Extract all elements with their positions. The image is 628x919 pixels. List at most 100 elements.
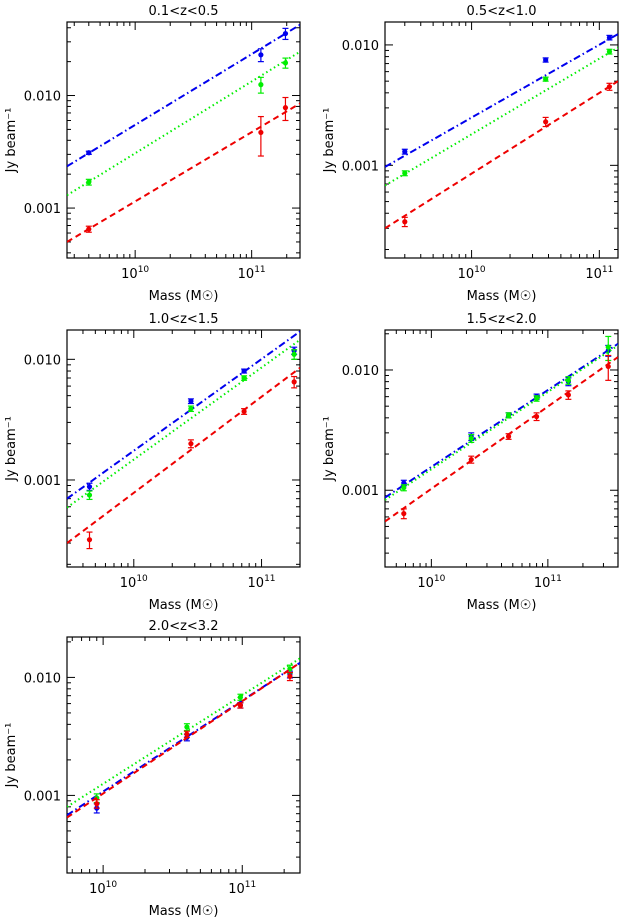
x-tick-label: 1010	[121, 265, 149, 282]
series-2	[385, 335, 618, 501]
data-point	[237, 702, 244, 708]
series-2	[67, 657, 300, 808]
data-point	[258, 129, 264, 136]
x-tick-label: 1011	[248, 574, 276, 591]
series-3	[385, 354, 618, 523]
data-point	[565, 377, 571, 383]
fit-line	[67, 23, 300, 168]
data-point	[606, 84, 613, 90]
x-tick-label: 1010	[89, 880, 117, 897]
data-point	[237, 694, 244, 700]
data-point	[258, 52, 264, 58]
fit-line	[67, 661, 300, 819]
y-axis-label: Jy beam⁻¹	[322, 108, 337, 174]
plot-frame	[66, 329, 301, 568]
series-1	[385, 33, 618, 168]
data-point	[605, 344, 611, 350]
fit-line	[385, 80, 618, 230]
fit-line	[67, 657, 300, 808]
data-point	[86, 179, 92, 185]
plot-frame	[384, 21, 619, 259]
data-point	[468, 435, 474, 441]
series-1	[67, 23, 300, 168]
data-point	[86, 537, 93, 543]
series-3	[67, 661, 300, 819]
data-point	[86, 150, 92, 156]
y-tick-label: 0.001	[24, 474, 61, 489]
panel-title: 2.0<z<3.2	[149, 619, 219, 634]
data-point	[533, 395, 540, 402]
x-tick-label: 1011	[585, 265, 613, 282]
series-2	[67, 339, 300, 509]
x-tick-label: 1010	[417, 574, 445, 591]
x-tick-label: 1011	[238, 265, 266, 282]
data-point	[287, 666, 293, 672]
data-point	[282, 30, 289, 37]
data-point	[543, 57, 549, 63]
data-point	[94, 801, 100, 807]
x-axis-label: Mass (M☉)	[149, 289, 219, 304]
data-point	[401, 485, 407, 491]
y-tick-label: 0.010	[24, 353, 61, 368]
data-point	[505, 412, 512, 418]
y-axis-label: Jy beam⁻¹	[4, 108, 19, 174]
y-tick-label: 0.001	[342, 159, 379, 174]
panel-4: 1.5<z<2.0 1010 1011 0.001 0.010 Mass (M☉) Jy b…	[322, 312, 619, 613]
y-tick-label: 0.010	[342, 39, 379, 54]
data-point	[543, 76, 549, 82]
panel-title: 1.0<z<1.5	[149, 312, 219, 327]
y-tick-label: 0.001	[24, 202, 61, 217]
y-axis-label: Jy beam⁻¹	[322, 416, 337, 482]
fit-line	[67, 339, 300, 509]
plot-frame	[66, 21, 301, 259]
x-tick-label: 1011	[534, 574, 562, 591]
fit-line	[67, 330, 300, 500]
series-2	[67, 50, 300, 197]
data-point	[282, 105, 289, 111]
data-point	[565, 392, 571, 398]
x-tick-label: 1010	[458, 265, 486, 282]
data-point	[606, 49, 613, 55]
data-point	[505, 433, 512, 440]
data-point	[241, 375, 247, 381]
series-3	[385, 80, 618, 230]
y-tick-label: 0.010	[342, 364, 379, 379]
panel-title: 0.5<z<1.0	[467, 4, 537, 19]
data-point	[402, 149, 408, 155]
data-point	[86, 226, 92, 232]
y-tick-label: 0.010	[24, 671, 61, 686]
series-1	[67, 330, 300, 500]
data-point	[188, 441, 194, 447]
y-tick-label: 0.001	[342, 484, 379, 499]
data-point	[184, 731, 190, 737]
x-tick-label: 1010	[120, 574, 148, 591]
plot-frame	[66, 636, 301, 874]
y-axis-label: Jy beam⁻¹	[4, 723, 19, 789]
data-point	[282, 60, 289, 66]
x-axis-label: Mass (M☉)	[149, 904, 219, 919]
series-3	[67, 96, 300, 243]
data-point	[291, 351, 297, 357]
fit-line	[67, 367, 300, 544]
data-point	[402, 170, 408, 176]
data-point	[291, 379, 297, 385]
x-axis-label: Mass (M☉)	[467, 598, 537, 613]
y-tick-label: 0.010	[24, 90, 61, 105]
fit-line	[67, 50, 300, 197]
plot-frame	[384, 329, 619, 568]
data-point	[606, 35, 613, 41]
data-point	[468, 456, 474, 463]
data-point	[188, 406, 194, 412]
panel-title: 0.1<z<0.5	[149, 4, 219, 19]
fit-line	[385, 344, 618, 501]
data-point	[241, 408, 247, 415]
x-tick-label: 1011	[228, 880, 256, 897]
data-point	[86, 492, 93, 498]
series-1	[385, 342, 618, 499]
panel-1: 0.1<z<0.5 1010 1011 0.001 0.010 Mass (M☉) Jy b…	[4, 4, 301, 304]
panel-3: 1.0<z<1.5 1010 1011 0.001 0.010 Mass (M☉) Jy b…	[4, 312, 301, 613]
y-tick-label: 0.001	[24, 789, 61, 804]
data-point	[241, 368, 247, 374]
panel-title: 1.5<z<2.0	[467, 312, 537, 327]
